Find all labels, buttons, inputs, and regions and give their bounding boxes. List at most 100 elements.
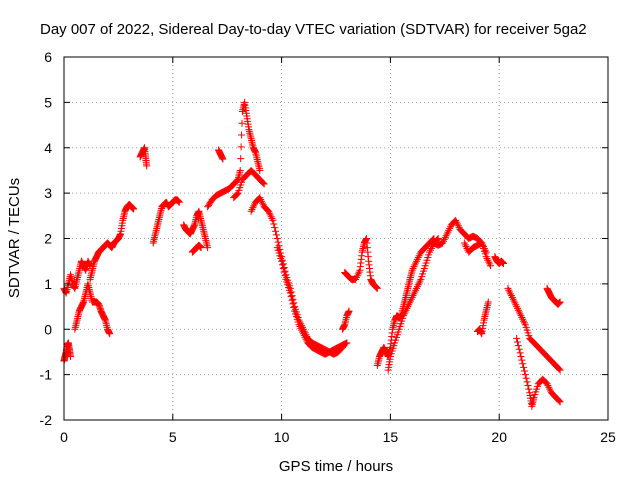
data-point bbox=[130, 205, 138, 213]
data-point bbox=[520, 363, 528, 371]
data-point bbox=[248, 205, 256, 213]
data-point bbox=[373, 284, 381, 292]
data-point bbox=[510, 297, 518, 305]
data-point bbox=[272, 231, 280, 239]
data-point bbox=[301, 333, 309, 341]
y-tick-label: 2 bbox=[44, 231, 52, 247]
data-point bbox=[483, 254, 491, 262]
data-point bbox=[143, 162, 151, 170]
data-point bbox=[404, 303, 412, 311]
grid-lines bbox=[64, 57, 608, 420]
data-point bbox=[513, 303, 521, 311]
data-point bbox=[412, 259, 420, 267]
data-point bbox=[513, 304, 521, 312]
data-point bbox=[345, 307, 353, 315]
data-point bbox=[290, 303, 298, 311]
data-point bbox=[266, 211, 274, 219]
data-point bbox=[517, 312, 525, 320]
data-point bbox=[446, 225, 454, 233]
data-point bbox=[259, 179, 267, 187]
data-point bbox=[106, 330, 114, 338]
data-point bbox=[516, 349, 524, 357]
data-point bbox=[517, 352, 525, 360]
data-point bbox=[263, 205, 271, 213]
data-point bbox=[401, 308, 409, 316]
data-point bbox=[486, 260, 494, 268]
data-point bbox=[272, 227, 280, 235]
data-point bbox=[67, 352, 75, 360]
y-tick-label: -1 bbox=[40, 367, 53, 383]
data-point bbox=[519, 315, 527, 323]
data-point bbox=[302, 335, 310, 343]
data-point bbox=[453, 220, 461, 228]
data-point bbox=[500, 259, 508, 267]
data-point bbox=[445, 226, 453, 234]
data-point bbox=[520, 367, 528, 375]
data-point bbox=[461, 241, 469, 249]
data-point bbox=[286, 289, 294, 297]
data-point bbox=[295, 321, 303, 329]
data-point bbox=[412, 286, 420, 294]
data-point bbox=[407, 295, 415, 303]
data-point bbox=[354, 270, 362, 278]
data-point bbox=[414, 254, 422, 262]
data-point bbox=[521, 371, 529, 379]
data-point bbox=[406, 297, 414, 305]
data-point bbox=[411, 261, 419, 269]
x-tick-label: 5 bbox=[169, 429, 177, 445]
data-point bbox=[546, 385, 554, 393]
data-point bbox=[279, 264, 287, 272]
data-point bbox=[485, 258, 493, 266]
data-point bbox=[204, 244, 212, 252]
data-point bbox=[522, 374, 530, 382]
y-tick-label: 6 bbox=[44, 49, 52, 65]
data-point bbox=[525, 385, 533, 393]
data-point bbox=[280, 268, 288, 276]
data-point bbox=[523, 378, 531, 386]
data-point bbox=[299, 330, 307, 338]
data-point bbox=[506, 288, 514, 296]
data-point bbox=[274, 238, 282, 246]
data-point bbox=[288, 296, 296, 304]
data-point bbox=[556, 366, 564, 374]
x-tick-labels: 0 5 10 15 20 25 bbox=[60, 429, 616, 445]
y-tick-labels: -2 -1 0 1 2 3 4 5 6 bbox=[40, 49, 53, 428]
data-point bbox=[426, 248, 434, 256]
data-point bbox=[219, 155, 227, 163]
data-point bbox=[556, 298, 564, 306]
data-point bbox=[337, 345, 345, 353]
data-point bbox=[518, 356, 526, 364]
data-point bbox=[232, 177, 240, 185]
data-point bbox=[509, 295, 517, 303]
data-point bbox=[268, 215, 276, 223]
data-point bbox=[410, 290, 418, 298]
data-point bbox=[278, 261, 286, 269]
y-tick-label: 1 bbox=[44, 276, 52, 292]
y-tick-label: 4 bbox=[44, 140, 52, 156]
data-point bbox=[250, 202, 258, 210]
data-point bbox=[258, 197, 266, 205]
data-point bbox=[258, 178, 266, 186]
data-point bbox=[452, 216, 460, 224]
data-point bbox=[256, 166, 264, 174]
data-point bbox=[247, 207, 255, 215]
chart-title: Day 007 of 2022, Sidereal Day-to-day VTE… bbox=[40, 21, 587, 38]
axis-ticks bbox=[63, 56, 609, 421]
data-point bbox=[508, 293, 516, 301]
data-point bbox=[281, 272, 289, 280]
data-point bbox=[408, 266, 416, 274]
data-point bbox=[409, 264, 417, 272]
data-point bbox=[256, 194, 264, 202]
data-point bbox=[444, 228, 452, 236]
data-point bbox=[175, 198, 183, 206]
data-point bbox=[257, 195, 265, 203]
data-point bbox=[298, 328, 306, 336]
data-points bbox=[60, 98, 564, 410]
data-point bbox=[505, 286, 513, 294]
data-point bbox=[296, 323, 304, 331]
data-point bbox=[514, 342, 522, 350]
data-point bbox=[507, 290, 515, 298]
data-point bbox=[411, 288, 419, 296]
data-point bbox=[298, 326, 306, 334]
